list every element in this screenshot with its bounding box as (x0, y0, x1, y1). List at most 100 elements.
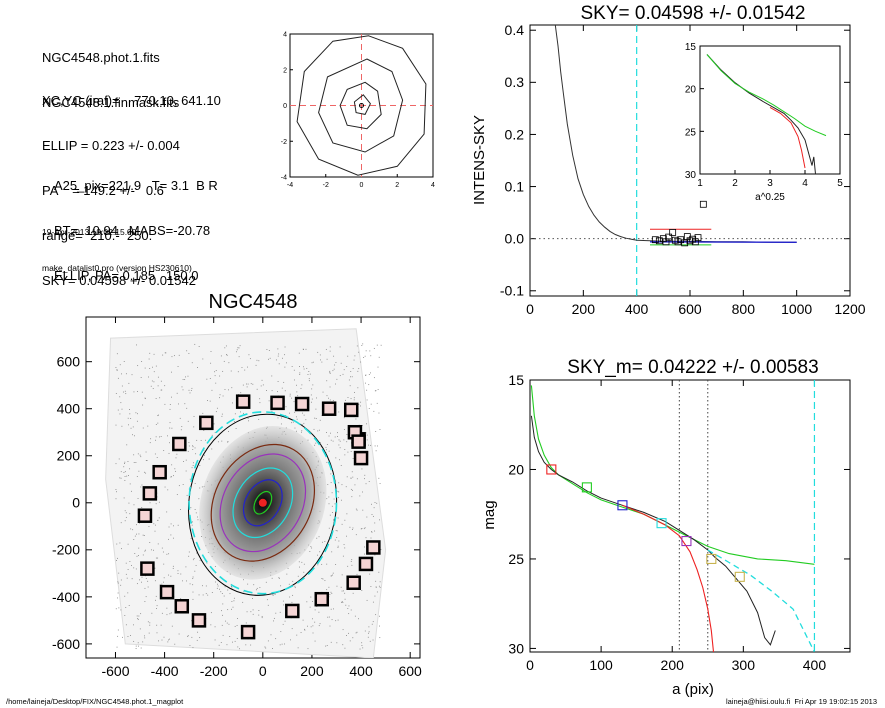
galaxy-noise-dot (315, 418, 317, 420)
galaxy-noise-dot (133, 567, 135, 569)
inset-ytick-label: 20 (685, 85, 697, 96)
galaxy-noise-dot (291, 422, 293, 424)
mag-marker-olive (706, 553, 717, 564)
galaxy-noise-dot (221, 415, 223, 417)
galaxy-noise-dot (341, 601, 343, 603)
galaxy-noise-dot (221, 610, 222, 612)
galaxy-noise-dot (331, 512, 333, 513)
galaxy-noise-dot (356, 573, 358, 575)
galaxy-noise-dot (326, 498, 328, 500)
galaxy-noise-dot (169, 613, 171, 615)
galaxy-noise-dot (201, 486, 203, 488)
galaxy-noise-dot (141, 576, 143, 578)
galaxy-noise-dot (215, 382, 217, 384)
galaxy-noise-dot (203, 454, 205, 456)
galaxy-noise-dot (184, 379, 186, 381)
galaxy-noise-dot (275, 638, 277, 640)
galaxy-noise-dot (366, 434, 368, 436)
galaxy-noise-dot (256, 587, 258, 589)
galaxy-noise-dot (346, 476, 348, 478)
galaxy-noise-dot (302, 619, 304, 621)
galaxy-noise-dot (335, 362, 337, 364)
galaxy-noise-dot (376, 502, 378, 504)
galaxy-noise-dot (329, 625, 331, 627)
galaxy-noise-dot (371, 531, 373, 533)
galaxy-noise-dot (341, 484, 343, 486)
galaxy-noise-dot (281, 417, 283, 419)
galaxy-noise-dot (170, 612, 172, 614)
galaxy-noise-dot (306, 601, 308, 603)
galaxy-noise-dot (275, 612, 277, 614)
galaxy-noise-dot (124, 615, 126, 616)
galaxy-noise-dot (364, 546, 365, 548)
sky-square-marker (694, 234, 702, 242)
galaxy-noise-dot (301, 384, 303, 386)
galaxy-noise-dot (203, 430, 205, 431)
sky-plot-area (530, 25, 850, 296)
galaxy-noise-dot (328, 450, 330, 452)
galaxy-noise-dot (195, 453, 197, 455)
galaxy-noise-dot (258, 360, 260, 362)
galaxy-noise-dot (177, 573, 179, 574)
galaxy-noise-dot (314, 417, 316, 419)
galaxy-noise-dot (378, 477, 380, 479)
galaxy-noise-dot (297, 647, 299, 649)
mag-ytick-label: 15 (508, 372, 524, 388)
galaxy-noise-dot (370, 372, 371, 374)
galaxy-noise-dot (338, 482, 340, 484)
galaxy-noise-dot (368, 626, 370, 628)
galaxy-noise-dot (180, 597, 182, 599)
mag-marker-green (581, 482, 592, 493)
galaxy-noise-dot (336, 642, 338, 644)
galaxy-noise-dot (372, 639, 374, 641)
galaxy-noise-dot (369, 350, 371, 352)
galaxy-noise-dot (230, 586, 232, 588)
galaxy-noise-dot (373, 507, 375, 509)
galaxy-noise-dot (170, 575, 172, 577)
galaxy-noise-dot (347, 355, 349, 357)
galaxy-noise-dot (288, 412, 290, 414)
galaxy-noise-dot (117, 557, 118, 559)
galaxy-noise-dot (117, 629, 119, 631)
galaxy-noise-dot (252, 597, 253, 599)
galaxy-noise-dot (229, 593, 231, 595)
galaxy-noise-dot (155, 397, 157, 399)
galaxy-noise-dot (350, 477, 352, 479)
galaxy-noise-dot (149, 352, 151, 354)
sky-ytick-label: -0.1 (500, 283, 524, 299)
galaxy-noise-dot (319, 551, 321, 553)
galaxy-noise-dot (136, 583, 138, 585)
galaxy-noise-dot (178, 403, 179, 405)
galaxy-noise-dot (178, 485, 180, 487)
galaxy-noise-dot (296, 418, 298, 420)
galaxy-noise-dot (277, 417, 279, 419)
galaxy-noise-dot (318, 611, 320, 613)
mag-cyan-dash-line (707, 549, 815, 652)
galaxy-noise-dot (365, 350, 367, 352)
galaxy-noise-dot (351, 496, 353, 498)
galaxy-noise-dot (190, 390, 192, 392)
galaxy-noise-dot (163, 450, 165, 452)
galaxy-noise-dot (295, 416, 297, 418)
galaxy-noise-dot (322, 578, 324, 580)
galaxy-noise-dot (325, 446, 327, 448)
galaxy-noise-dot (222, 603, 224, 605)
galaxy-noise-dot (351, 564, 353, 566)
galaxy-noise-dot (153, 371, 155, 373)
galaxy-noise-dot (334, 436, 336, 438)
galaxy-noise-dot (124, 476, 126, 477)
galaxy-noise-dot (160, 380, 162, 382)
galaxy-noise-dot (158, 501, 160, 503)
galaxy-noise-dot (282, 600, 284, 602)
galaxy-noise-dot (352, 368, 354, 370)
galaxy-noise-dot (337, 619, 339, 621)
galaxy-noise-dot (246, 383, 247, 385)
galaxy-noise-dot (198, 498, 200, 500)
galaxy-noise-dot (182, 580, 183, 582)
galaxy-noise-dot (133, 462, 135, 463)
galaxy-noise-dot (364, 382, 366, 384)
galaxy-noise-dot (321, 563, 323, 565)
galaxy-noise-dot (243, 591, 245, 593)
galaxy-noise-dot (328, 503, 330, 505)
galaxy-noise-dot (137, 498, 139, 499)
